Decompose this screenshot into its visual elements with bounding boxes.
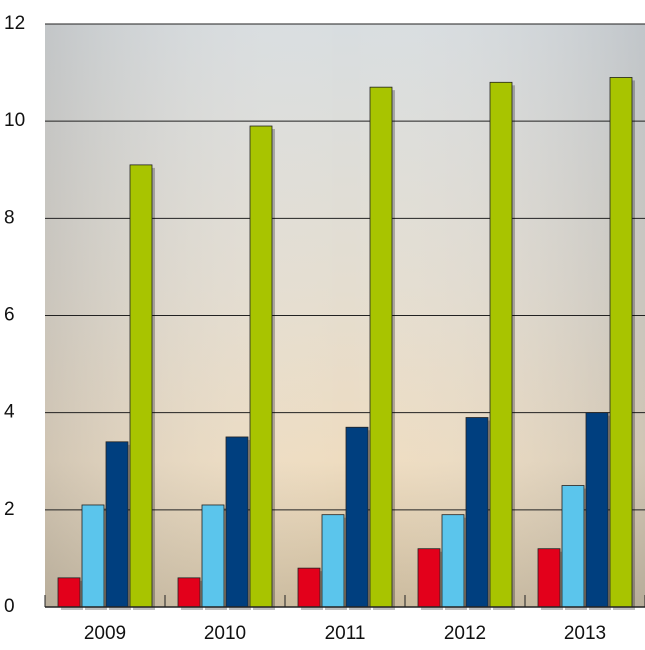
- x-tick-label: 2009: [84, 623, 126, 644]
- y-tick-label: 10: [4, 110, 25, 131]
- bar: [297, 567, 321, 608]
- bar: [345, 426, 369, 608]
- bar: [489, 81, 513, 608]
- y-tick-label: 6: [4, 305, 15, 326]
- bar: [585, 412, 609, 608]
- bar: [441, 514, 465, 608]
- bar: [537, 548, 561, 608]
- y-tick-label: 8: [4, 207, 15, 228]
- y-tick-label: 2: [4, 499, 15, 520]
- bar: [81, 504, 105, 608]
- x-tick-label: 2012: [444, 623, 486, 644]
- bar: [225, 436, 249, 608]
- x-tick-label: 2013: [564, 623, 606, 644]
- bar: [609, 77, 633, 608]
- bar: [465, 417, 489, 608]
- bar: [321, 514, 345, 608]
- y-tick-label: 12: [4, 13, 25, 34]
- bar: [57, 577, 81, 608]
- y-tick-label: 4: [4, 402, 15, 423]
- bar: [369, 86, 393, 608]
- bar: [561, 485, 585, 608]
- bar: [105, 441, 129, 608]
- bar: [417, 548, 441, 608]
- x-tick-label: 2010: [204, 623, 246, 644]
- bar: [129, 164, 153, 608]
- y-tick-label: 0: [4, 596, 15, 617]
- bar: [201, 504, 225, 608]
- bar: [249, 125, 273, 608]
- x-tick-label: 2011: [325, 623, 366, 644]
- bar: [177, 577, 201, 608]
